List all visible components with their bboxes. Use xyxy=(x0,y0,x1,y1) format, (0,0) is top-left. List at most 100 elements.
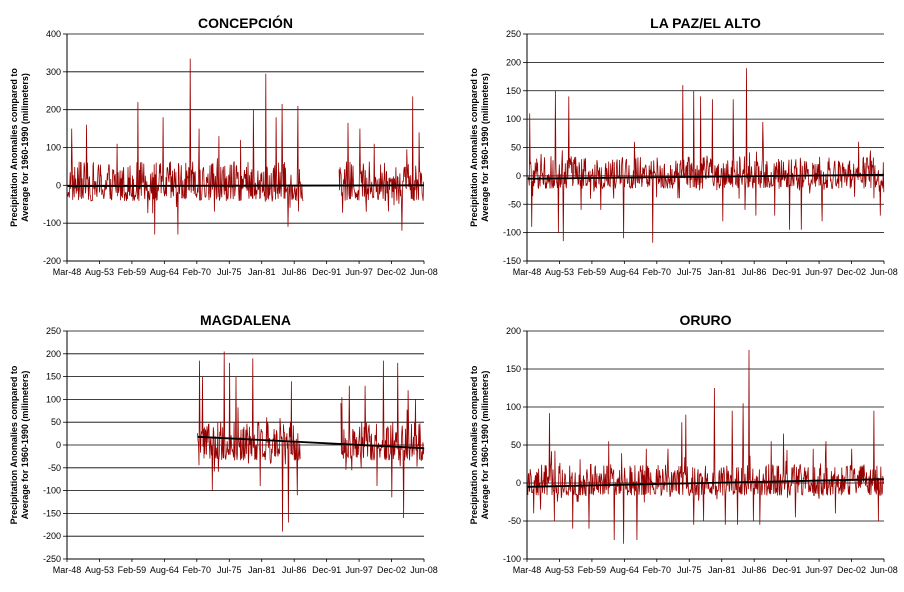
x-tick-label: Feb-70 xyxy=(183,267,212,277)
chart-panel-2: LA PAZ/EL ALTO -150 -100 -50 0 50 100 150 200 250… xyxy=(469,15,898,277)
x-tick-label: Mar-48 xyxy=(513,267,542,277)
x-tick-label: Jul-75 xyxy=(677,565,702,575)
y-tick-label: 0 xyxy=(516,171,521,181)
x-tick-label: Jul-86 xyxy=(282,267,307,277)
y-tick-label: -50 xyxy=(48,463,61,473)
x-tick-label: Dec-02 xyxy=(377,565,406,575)
chart-panel-3: MAGDALENA -250 -200 -150 -100 -50 0 50 100 150 200… xyxy=(9,312,438,575)
y-tick-label: 100 xyxy=(506,402,521,412)
x-tick-label: Jul-75 xyxy=(217,565,242,575)
y-tick-label: 200 xyxy=(46,105,61,115)
y-tick-label: -100 xyxy=(503,554,521,564)
y-axis-title: Precipitation Anomalies compared toAvera… xyxy=(9,365,30,524)
y-tick-label: 150 xyxy=(506,364,521,374)
x-tick-label: Feb-59 xyxy=(578,267,607,277)
y-tick-label: -50 xyxy=(508,199,521,209)
y-tick-label: 0 xyxy=(56,440,61,450)
y-tick-label: -100 xyxy=(43,486,61,496)
x-tick-label: Jun-08 xyxy=(410,267,438,277)
y-tick-label: 100 xyxy=(46,394,61,404)
chart-title: ORURO xyxy=(679,312,731,328)
chart-title: CONCEPCIÓN xyxy=(198,14,293,31)
y-tick-label: 200 xyxy=(46,349,61,359)
x-tick-label: Jan-81 xyxy=(248,565,276,575)
x-tick-label: Jan-81 xyxy=(708,267,736,277)
y-axis-title-line-2: Average for 1960-1990 (milimeters) xyxy=(20,73,30,222)
trend-line xyxy=(527,478,884,488)
y-tick-label: -50 xyxy=(508,516,521,526)
y-tick-label: -150 xyxy=(43,508,61,518)
x-tick-label: Aug-64 xyxy=(150,267,179,277)
y-tick-label: 0 xyxy=(516,478,521,488)
series-line-2 xyxy=(338,96,424,231)
x-tick-label: Feb-59 xyxy=(578,565,607,575)
y-tick-label: 100 xyxy=(46,143,61,153)
series-line-1 xyxy=(197,351,301,532)
x-tick-label: Aug-53 xyxy=(85,565,114,575)
x-tick-label: Aug-64 xyxy=(610,267,639,277)
x-tick-label: Jul-86 xyxy=(282,565,307,575)
y-axis-title: Precipitation Anomalies compared toAvera… xyxy=(469,68,490,227)
series-line-1 xyxy=(527,68,885,243)
y-tick-label: 300 xyxy=(46,67,61,77)
y-tick-label: 200 xyxy=(506,326,521,336)
x-tick-label: Jan-81 xyxy=(248,267,276,277)
x-tick-label: Dec-91 xyxy=(772,267,801,277)
y-tick-label: -100 xyxy=(43,218,61,228)
y-axis-title-line-1: Precipitation Anomalies compared to xyxy=(9,365,19,524)
x-tick-label: Jun-08 xyxy=(870,267,898,277)
x-tick-label: Aug-64 xyxy=(610,565,639,575)
y-axis-title-line-1: Precipitation Anomalies compared to xyxy=(469,365,479,524)
trend-line xyxy=(197,435,424,450)
y-tick-label: 200 xyxy=(506,57,521,67)
y-tick-label: -200 xyxy=(43,531,61,541)
y-tick-label: -100 xyxy=(503,228,521,238)
x-tick-label: Jun-08 xyxy=(870,565,898,575)
series-line-2 xyxy=(340,360,425,519)
y-tick-label: 100 xyxy=(506,114,521,124)
x-tick-label: Aug-53 xyxy=(545,267,574,277)
chart-panel-4: ORURO -100 -50 0 50 100 150 200 Mar-48 Aug-53 Feb-… xyxy=(469,312,898,575)
x-tick-label: Mar-48 xyxy=(53,565,82,575)
chart-title: MAGDALENA xyxy=(200,312,291,328)
y-axis-title-line-2: Average for 1960-1990 (milimeters) xyxy=(20,371,30,520)
y-tick-label: 150 xyxy=(506,86,521,96)
series-line-1 xyxy=(67,58,304,235)
x-tick-label: Jun-97 xyxy=(345,565,373,575)
x-tick-label: Feb-70 xyxy=(643,565,672,575)
y-tick-label: -150 xyxy=(503,256,521,266)
x-tick-label: Aug-53 xyxy=(545,565,574,575)
trend-line xyxy=(527,173,884,180)
x-tick-label: Jun-97 xyxy=(805,565,833,575)
x-tick-label: Feb-59 xyxy=(118,565,147,575)
x-tick-label: Feb-70 xyxy=(183,565,212,575)
y-axis-title: Precipitation Anomalies compared toAvera… xyxy=(469,365,490,524)
y-tick-label: 0 xyxy=(56,180,61,190)
x-tick-label: Dec-02 xyxy=(837,565,866,575)
x-tick-label: Jun-97 xyxy=(345,267,373,277)
x-tick-label: Jun-08 xyxy=(410,565,438,575)
y-tick-label: 50 xyxy=(511,143,521,153)
y-axis-title-line-1: Precipitation Anomalies compared to xyxy=(469,68,479,227)
x-tick-label: Dec-91 xyxy=(772,565,801,575)
y-tick-label: 50 xyxy=(511,440,521,450)
x-tick-label: Dec-91 xyxy=(312,565,341,575)
y-tick-label: 250 xyxy=(506,29,521,39)
x-tick-label: Jun-97 xyxy=(805,267,833,277)
x-tick-label: Mar-48 xyxy=(53,267,82,277)
x-tick-label: Feb-70 xyxy=(643,267,672,277)
chart-title: LA PAZ/EL ALTO xyxy=(650,15,761,31)
x-tick-label: Jul-86 xyxy=(742,565,767,575)
y-axis-title-line-1: Precipitation Anomalies compared to xyxy=(9,68,19,227)
x-tick-label: Feb-59 xyxy=(118,267,147,277)
x-tick-label: Dec-91 xyxy=(312,267,341,277)
x-tick-label: Mar-48 xyxy=(513,565,542,575)
y-tick-label: 50 xyxy=(51,417,61,427)
y-tick-label: -250 xyxy=(43,554,61,564)
x-tick-label: Jan-81 xyxy=(708,565,736,575)
trend-line xyxy=(67,184,424,187)
y-axis-title-line-2: Average for 1960-1990 (milimeters) xyxy=(480,371,490,520)
x-tick-label: Jul-75 xyxy=(217,267,242,277)
